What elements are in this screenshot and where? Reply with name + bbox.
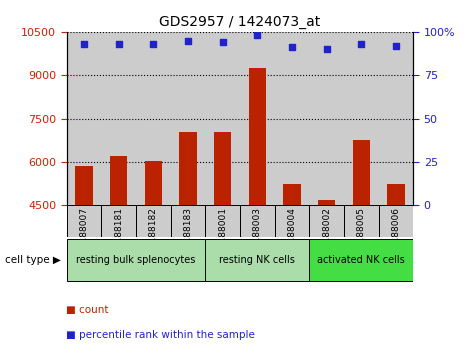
Bar	[240, 205, 275, 237]
Text: GSM188002: GSM188002	[322, 207, 331, 262]
Bar	[179, 132, 197, 205]
Text: GSM188181: GSM188181	[114, 207, 123, 262]
Text: GSM188004: GSM188004	[287, 207, 296, 262]
Bar	[66, 205, 101, 237]
Point	[218, 39, 227, 45]
Text: activated NK cells: activated NK cells	[317, 255, 405, 265]
Bar	[205, 32, 240, 205]
Point	[80, 41, 88, 47]
Text: GSM188005: GSM188005	[357, 207, 366, 262]
Bar	[318, 200, 335, 205]
Bar	[110, 156, 127, 205]
Point	[358, 41, 365, 47]
Point	[323, 46, 331, 52]
Bar	[75, 166, 93, 205]
Bar	[205, 205, 240, 237]
Bar	[101, 205, 136, 237]
Bar	[275, 205, 309, 237]
Text: GSM188007: GSM188007	[79, 207, 88, 262]
Bar	[136, 32, 171, 205]
Point	[288, 45, 295, 50]
Point	[184, 38, 192, 44]
Title: GDS2957 / 1424073_at: GDS2957 / 1424073_at	[159, 16, 321, 29]
Bar	[309, 32, 344, 205]
Bar	[387, 184, 405, 205]
Bar	[379, 205, 413, 237]
Bar	[344, 32, 379, 205]
Bar	[240, 32, 275, 205]
Text: cell type ▶: cell type ▶	[5, 255, 61, 265]
Text: GSM188001: GSM188001	[218, 207, 227, 262]
Text: GSM188182: GSM188182	[149, 207, 158, 262]
Bar	[66, 239, 205, 281]
Bar	[248, 68, 266, 205]
Bar	[136, 205, 171, 237]
Bar	[283, 184, 301, 205]
Bar	[171, 205, 205, 237]
Point	[115, 41, 123, 47]
Bar	[309, 205, 344, 237]
Bar	[379, 32, 413, 205]
Text: ■ count: ■ count	[66, 305, 109, 315]
Point	[392, 43, 400, 48]
Bar	[352, 140, 370, 205]
Text: GSM188006: GSM188006	[391, 207, 400, 262]
Bar	[309, 239, 413, 281]
Text: resting bulk splenocytes: resting bulk splenocytes	[76, 255, 196, 265]
Bar	[171, 32, 205, 205]
Bar	[144, 160, 162, 205]
Bar	[101, 32, 136, 205]
Point	[254, 33, 261, 38]
Bar	[66, 32, 101, 205]
Bar	[214, 132, 231, 205]
Bar	[205, 239, 309, 281]
Bar	[275, 32, 309, 205]
Text: ■ percentile rank within the sample: ■ percentile rank within the sample	[66, 330, 256, 340]
Text: GSM188183: GSM188183	[183, 207, 192, 262]
Bar	[344, 205, 379, 237]
Text: GSM188003: GSM188003	[253, 207, 262, 262]
Text: resting NK cells: resting NK cells	[219, 255, 295, 265]
Point	[149, 41, 157, 47]
